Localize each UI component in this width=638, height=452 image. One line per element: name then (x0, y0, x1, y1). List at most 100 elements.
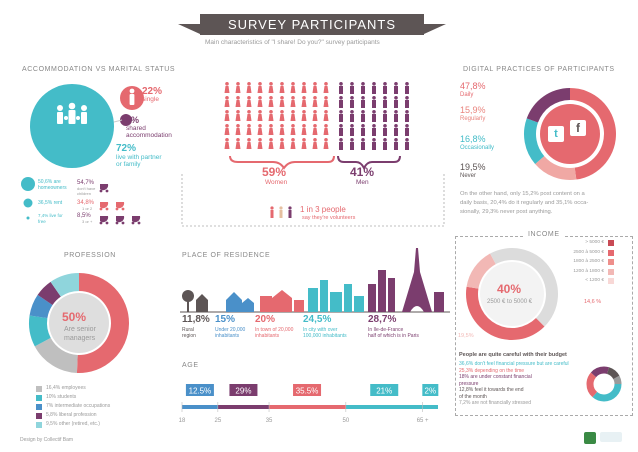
residence-label-2: In town of 20,000 (255, 327, 294, 333)
man-icon (361, 110, 365, 122)
woman-icon (301, 96, 307, 107)
budget-line: 18% are under constant financial (459, 374, 532, 380)
woman-icon (235, 138, 241, 149)
income-legend-swatch (608, 278, 614, 284)
woman-icon (301, 110, 307, 121)
volunteer-icons (270, 206, 292, 218)
man-icon (361, 138, 365, 150)
age-tick-4: 65 + (417, 418, 429, 424)
people-grid (224, 82, 409, 150)
three-children-pct: 8,5% (77, 213, 91, 219)
men-label: Men (356, 179, 369, 186)
woman-icon (246, 110, 252, 121)
small-town-icons (226, 292, 254, 312)
residence-label-2: inhabitants (255, 333, 280, 339)
digital-slice-3 (526, 88, 570, 123)
age-tick-1: 25 (214, 418, 221, 424)
shared-label-2: accommodation (126, 132, 172, 139)
woman-icon (290, 82, 296, 93)
two-children-pct: 34,8% (77, 200, 95, 206)
free-text-2: free (38, 219, 46, 224)
residence-label-1: Under 20,000 (215, 327, 246, 333)
profession-title: PROFESSION (64, 252, 116, 259)
design-credit: Design by Collectif Bam (20, 437, 74, 443)
profession-legend-item: 16,4% employees (46, 385, 86, 391)
profession-center-pct: 50% (62, 310, 87, 324)
man-icon (405, 110, 409, 122)
men-pct: 41% (350, 165, 375, 179)
three-children-label: 3 or + (82, 219, 93, 224)
age-bar-0 (182, 405, 218, 409)
partner-label-2: or family (116, 161, 141, 168)
stroller-icon (115, 202, 125, 211)
residence-label-0: region (182, 333, 196, 339)
women-pct: 59% (262, 165, 287, 179)
income-side-pct-right: 14,6 % (584, 299, 602, 305)
budget-title: People are quite careful with their budg… (459, 352, 567, 358)
woman-icon (268, 124, 274, 135)
man-icon (394, 110, 398, 122)
single-pct: 22% (142, 86, 163, 97)
age-badge-0 (185, 384, 214, 396)
budget-line: pressure (459, 380, 479, 387)
budget-line: of the month (459, 393, 487, 400)
age-bar-2 (269, 405, 346, 409)
profession-slice-0 (76, 273, 130, 373)
gender-braces (229, 155, 401, 171)
residence-label-4: In Ile-de-France (368, 327, 404, 333)
man-icon (372, 96, 376, 108)
man-icon (350, 110, 354, 122)
woman-icon (257, 138, 263, 149)
woman-icon (279, 124, 285, 135)
man-icon (350, 138, 354, 150)
volunteer-frame (181, 174, 445, 227)
housing-dots (21, 177, 35, 220)
two-children-label: 1 or 2 (82, 206, 93, 211)
man-icon (361, 124, 365, 136)
stroller-icon (131, 216, 141, 225)
income-legend-swatch (608, 268, 614, 275)
income-legend-item: 1800 à 2500 € (573, 259, 604, 264)
woman-icon (257, 82, 263, 93)
man-icon (394, 96, 398, 108)
residence-pct-0: 11,8% (182, 314, 210, 325)
digital-pct-0: 47,8% (460, 81, 486, 91)
income-legend-swatch (608, 259, 614, 265)
woman-icon (312, 124, 318, 135)
residence-label-0: Rural (182, 327, 194, 333)
eiffel-tower-icon (402, 248, 432, 312)
man-icon (339, 82, 343, 94)
woman-icon (224, 124, 230, 135)
woman-icon (323, 138, 329, 149)
woman-icon (246, 96, 252, 107)
residence-label-1: inhabitants (215, 333, 240, 339)
woman-icon (290, 96, 296, 107)
man-icon (383, 110, 387, 122)
age-label-0: 12.5% (189, 387, 212, 396)
free-text-1: 7,4% live for (38, 213, 63, 218)
women-brace (229, 155, 335, 170)
age-title: AGE (182, 362, 199, 369)
woman-icon (323, 124, 329, 135)
woman-icon (246, 138, 252, 149)
woman-icon (290, 110, 296, 121)
profession-slice-3 (29, 294, 53, 319)
stroller-icon (115, 216, 125, 225)
rent-text: 36,5% rent (38, 200, 63, 206)
woman-icon (235, 82, 241, 93)
age-badge-3 (370, 384, 399, 396)
paris-icons (368, 248, 444, 312)
organisation-logo (584, 432, 596, 444)
shared-circle (120, 114, 132, 126)
stroller-icon (99, 184, 109, 193)
woman-icon (312, 110, 318, 121)
digital-slice-1 (535, 156, 577, 180)
man-icon (339, 110, 343, 122)
profession-slice-1 (34, 337, 78, 373)
city-icons (308, 280, 364, 312)
page-subtitle: Main characteristics of "I share! Do you… (205, 39, 380, 46)
man-icon (383, 124, 387, 136)
man-icon (394, 138, 398, 150)
income-legend-item: 1200 à 1800 € (573, 268, 604, 274)
profession-slice-4 (37, 281, 61, 306)
